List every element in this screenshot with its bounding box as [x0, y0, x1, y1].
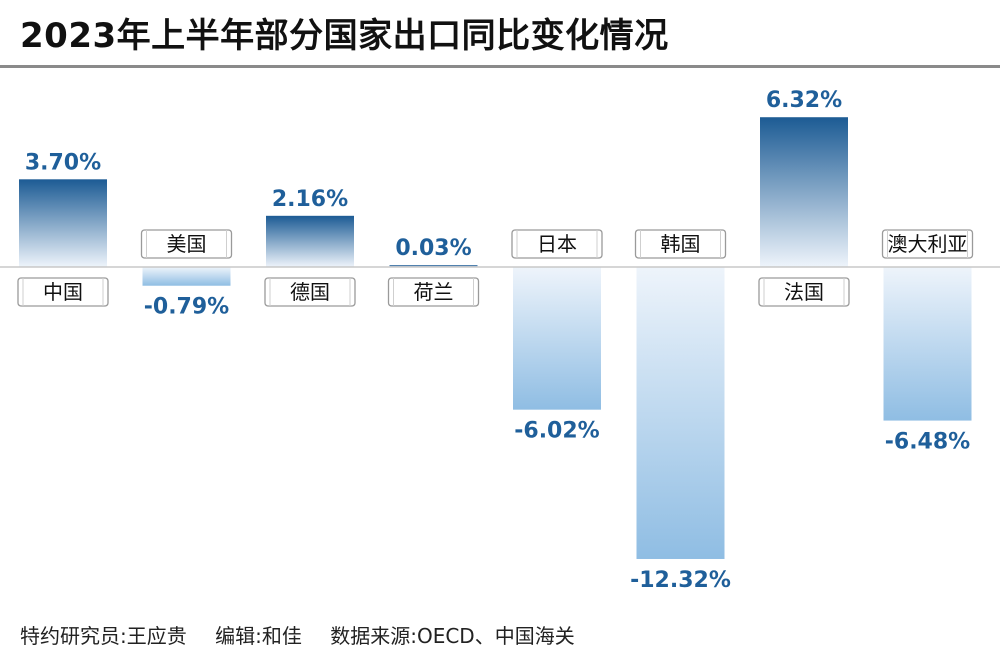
chart-title: 2023年上半年部分国家出口同比变化情况 — [20, 16, 669, 56]
category-box-frame — [17, 277, 109, 307]
category-label: 法国 — [784, 280, 824, 304]
category-box-frame — [634, 229, 727, 259]
category-label: 德国 — [290, 280, 330, 304]
category-label-box: 法国 — [758, 277, 850, 307]
category-label-box: 美国 — [140, 229, 233, 259]
category-label: 荷兰 — [414, 280, 454, 304]
bar-2 — [266, 215, 354, 267]
bars-layer — [19, 117, 972, 559]
category-label-box: 德国 — [264, 277, 356, 307]
value-label: 2.16% — [272, 187, 348, 212]
category-label-box: 荷兰 — [387, 277, 480, 307]
category-box-frame — [387, 277, 480, 307]
category-box-frame — [264, 277, 356, 307]
bar-5 — [636, 267, 725, 559]
labels-layer: 3.70% 中国 -0.79% 美国 2.16% 德国 0.03% 荷兰 -6.02% 日本 -12… — [17, 88, 974, 593]
footer: 特约研究员:王应贵 编辑:和佳 数据来源:OECD、中国海关 — [20, 620, 597, 649]
category-label: 澳大利亚 — [888, 232, 968, 256]
bar-3 — [389, 265, 478, 267]
title-divider — [0, 65, 1000, 68]
value-label: 6.32% — [766, 88, 842, 113]
bar-1 — [142, 267, 231, 286]
bar-7 — [883, 267, 972, 421]
category-box-frame — [881, 229, 974, 259]
bar-0 — [19, 179, 107, 267]
value-label: -6.48% — [885, 430, 970, 455]
value-label: -12.32% — [630, 568, 731, 593]
category-label-box: 中国 — [17, 277, 109, 307]
category-label-box: 日本 — [511, 229, 603, 259]
researcher-credit: 特约研究员:王应贵 — [20, 624, 187, 648]
value-label: -6.02% — [514, 419, 599, 444]
bar-6 — [760, 117, 848, 267]
editor-credit: 编辑:和佳 — [215, 624, 302, 648]
category-label: 韩国 — [661, 232, 701, 256]
category-box-frame — [758, 277, 850, 307]
category-box-frame — [511, 229, 603, 259]
category-label-box: 澳大利亚 — [881, 229, 974, 259]
category-label: 美国 — [167, 232, 207, 256]
value-label: 0.03% — [395, 236, 471, 261]
value-label: 3.70% — [25, 150, 101, 175]
value-label: -0.79% — [144, 295, 229, 320]
bar-4 — [513, 267, 601, 410]
category-label-box: 韩国 — [634, 229, 727, 259]
category-box-frame — [140, 229, 233, 259]
category-label: 日本 — [537, 232, 577, 256]
data-source: 数据来源:OECD、中国海关 — [330, 624, 575, 648]
category-label: 中国 — [43, 280, 83, 304]
